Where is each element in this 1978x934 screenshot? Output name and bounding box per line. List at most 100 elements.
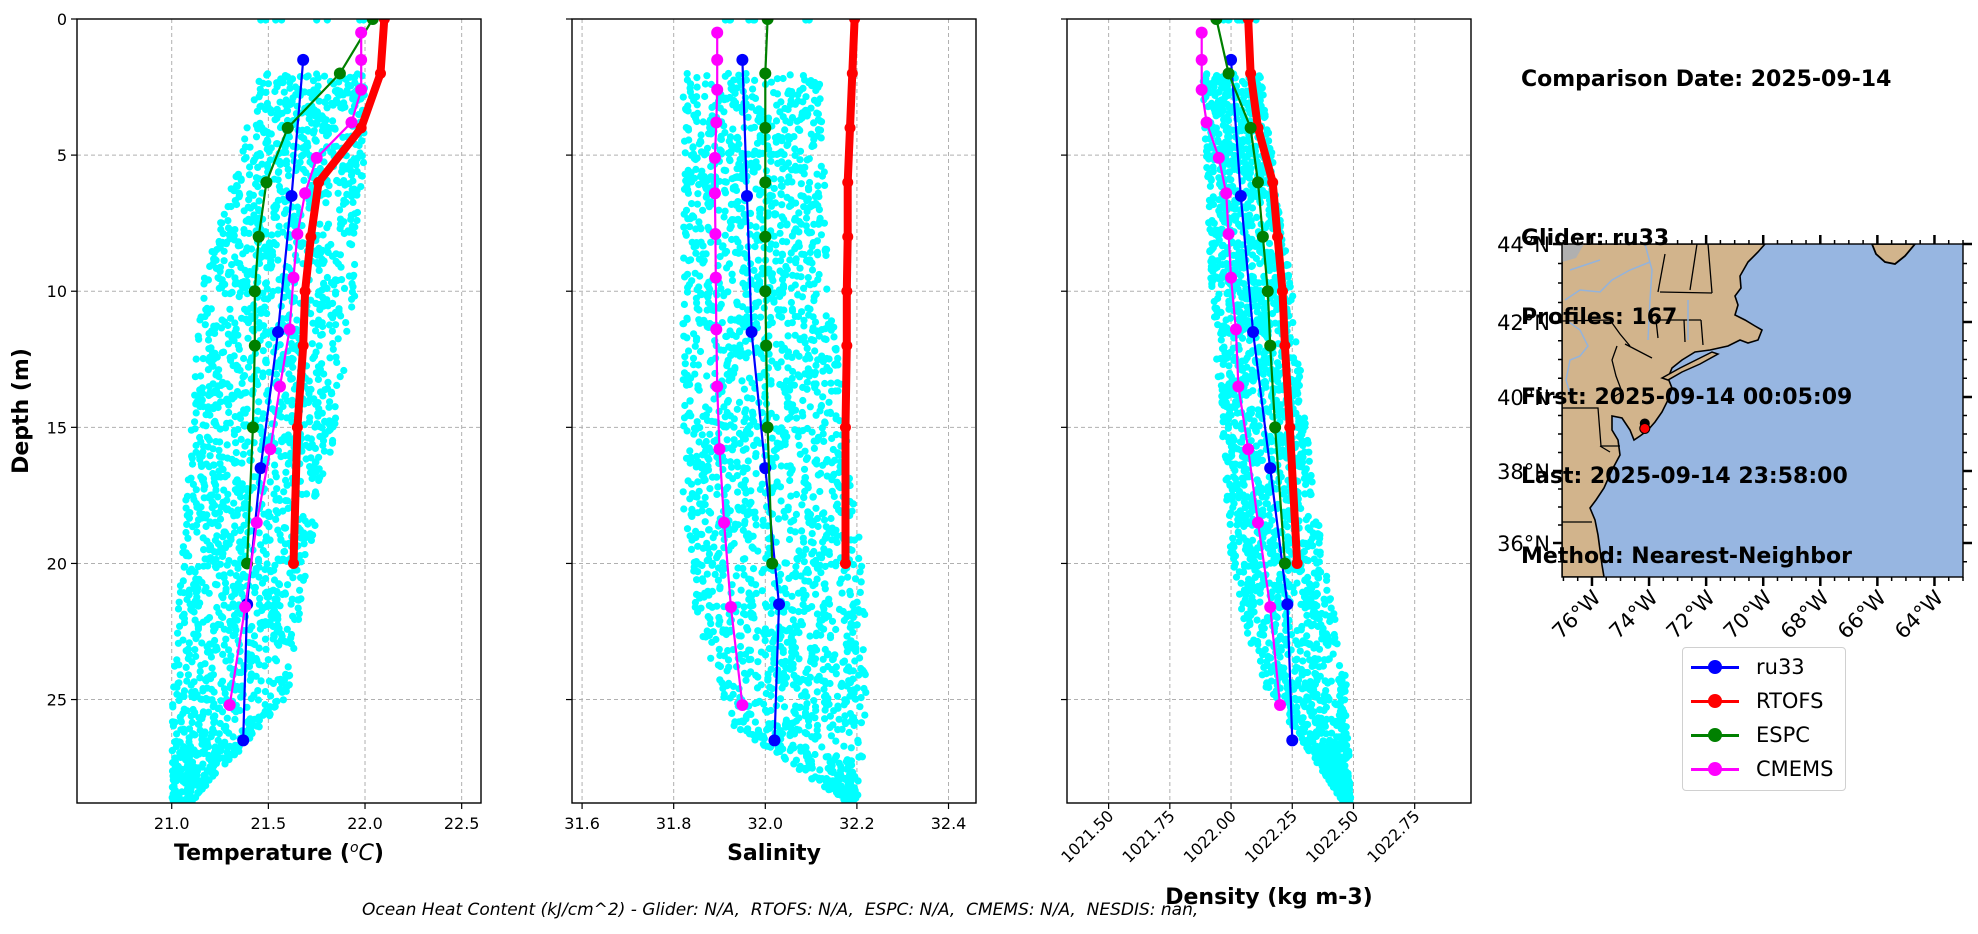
- scatter-point: [838, 589, 846, 597]
- series-marker-cmems: [287, 271, 300, 284]
- scatter-point: [227, 202, 235, 211]
- scatter-point: [345, 161, 354, 169]
- series-marker-cmems: [709, 228, 722, 241]
- scatter-point: [857, 719, 866, 727]
- series-marker-cmems: [710, 116, 723, 129]
- scatter-point: [329, 345, 337, 353]
- scatter-point: [847, 637, 855, 645]
- scatter-point: [310, 462, 318, 470]
- scatter-point: [719, 628, 727, 636]
- series-marker-rtofs: [839, 421, 851, 433]
- scatter-point: [816, 766, 824, 774]
- scatter-point: [282, 468, 290, 476]
- scatter-point: [231, 226, 239, 234]
- scatter-point: [820, 605, 828, 613]
- scatter-point: [184, 787, 192, 795]
- scatter-point: [787, 196, 795, 204]
- scatter-point: [760, 735, 768, 743]
- scatter-point: [777, 424, 786, 432]
- scatter-point: [352, 157, 360, 165]
- scatter-point: [217, 612, 226, 621]
- scatter-point: [270, 238, 278, 247]
- scatter-point: [817, 402, 825, 410]
- scatter-point: [316, 388, 325, 396]
- scatter-point: [827, 379, 835, 387]
- scatter-point: [205, 589, 213, 597]
- scatter-point: [316, 220, 324, 228]
- scatter-point: [249, 157, 257, 166]
- scatter-point: [271, 461, 279, 469]
- scatter-point: [735, 506, 743, 514]
- scatter-point: [802, 222, 810, 230]
- scatter-point: [733, 301, 742, 309]
- scatter-point: [359, 159, 368, 167]
- scatter-point: [684, 107, 692, 115]
- scatter-point: [739, 555, 748, 563]
- scatter-point: [211, 636, 219, 645]
- scatter-point: [727, 141, 736, 149]
- scatter-point: [232, 439, 240, 447]
- scatter-point: [777, 462, 785, 470]
- scatter-point: [792, 349, 800, 357]
- scatter-point: [810, 220, 818, 228]
- scatter-point: [800, 251, 808, 259]
- scatter-point: [320, 447, 328, 455]
- scatter-point: [801, 447, 809, 455]
- scatter-point: [798, 293, 807, 301]
- scatter-point: [742, 414, 750, 422]
- scatter-point: [788, 178, 796, 186]
- scatter-point: [789, 741, 797, 749]
- scatter-point: [232, 708, 240, 716]
- scatter-point: [809, 539, 817, 547]
- scatter-point: [283, 481, 291, 489]
- scatter-point: [692, 165, 700, 173]
- scatter-point: [849, 561, 858, 569]
- scatter-point: [274, 612, 282, 620]
- scatter-point: [1215, 290, 1223, 298]
- scatter-point: [231, 522, 239, 530]
- scatter-point: [784, 400, 793, 408]
- scatter-point: [832, 412, 840, 420]
- scatter-point: [813, 676, 821, 684]
- scatter-point: [226, 353, 234, 362]
- scatter-point: [279, 79, 287, 87]
- scatter-point: [734, 564, 742, 572]
- scatter-point: [694, 109, 702, 117]
- scatter-point: [837, 681, 845, 690]
- scatter-point: [711, 570, 719, 579]
- scatter-point: [860, 684, 868, 693]
- scatter-point: [326, 448, 334, 456]
- scatter-point: [788, 653, 796, 662]
- scatter-point: [190, 678, 198, 686]
- scatter-point: [739, 279, 747, 287]
- scatter-point: [799, 396, 807, 405]
- scatter-point: [311, 444, 319, 452]
- scatter-point: [240, 666, 248, 674]
- scatter-point: [759, 521, 767, 530]
- scatter-point: [810, 119, 818, 127]
- scatter-point: [271, 116, 279, 124]
- scatter-point: [222, 585, 230, 593]
- series-marker-espc: [366, 19, 379, 25]
- scatter-point: [772, 117, 781, 125]
- scatter-point: [239, 450, 247, 458]
- scatter-point: [761, 631, 769, 639]
- scatter-point: [773, 150, 781, 158]
- scatter-point: [827, 326, 835, 334]
- scatter-point: [703, 627, 711, 635]
- scatter-point: [191, 418, 199, 426]
- scatter-point: [693, 74, 701, 82]
- x-tick-label: 22.5: [444, 814, 480, 833]
- scatter-point: [178, 612, 186, 621]
- scatter-point: [849, 785, 857, 793]
- series-ru33: [736, 53, 786, 747]
- scatter-point: [715, 620, 723, 628]
- scatter-point: [738, 204, 746, 212]
- scatter-point: [788, 307, 797, 315]
- scatter-point: [706, 615, 714, 623]
- scatter-point: [331, 414, 340, 422]
- scatter-point: [171, 762, 179, 770]
- scatter-point: [777, 191, 785, 199]
- scatter-point: [728, 463, 736, 471]
- scatter-point: [191, 646, 199, 654]
